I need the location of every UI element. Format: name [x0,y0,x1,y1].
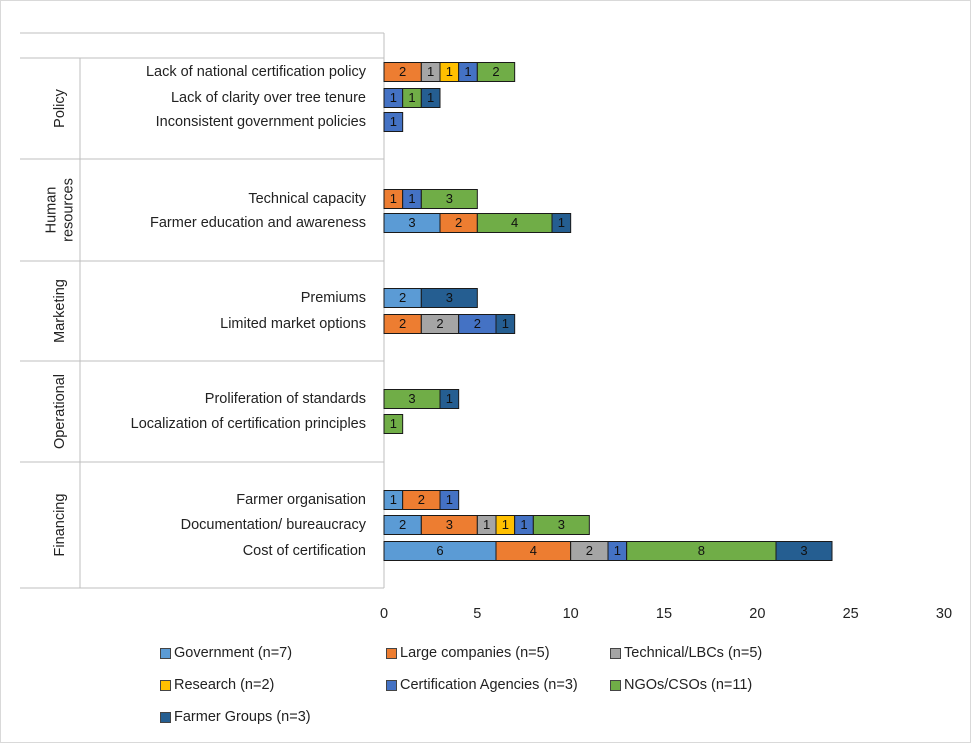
bar-segment-farmer-groups-n-3 [439,389,460,409]
x-tick-label: 20 [749,606,765,622]
bar-value-label: 1 [390,416,397,431]
category-label-cost-of-certification: Cost of certification [243,543,366,559]
group-label-human-resources: resources [60,178,76,242]
group-label-human-resources: Human [43,187,59,234]
bar-value-label: 2 [399,316,406,331]
bar-value-label: 3 [446,191,453,206]
bar-value-label: 3 [446,517,453,532]
bar-value-label: 3 [446,290,453,305]
category-label-inconsistent-government-policies: Inconsistent government policies [156,114,366,130]
category-label-technical-capacity: Technical capacity [248,191,366,207]
bar-value-label: 1 [614,543,621,558]
bar-value-label: 1 [558,215,565,230]
bar-value-label: 1 [390,114,397,129]
bar-value-label: 1 [408,90,415,105]
x-tick-label: 10 [563,606,579,622]
bar-value-label: 1 [427,64,434,79]
x-tick-label: 15 [656,606,672,622]
bar-value-label: 2 [474,316,481,331]
category-label-premiums: Premiums [301,290,366,306]
bar-value-label: 1 [464,64,471,79]
category-label-lack-of-clarity-over-tree-tenure: Lack of clarity over tree tenure [171,90,366,106]
group-label-marketing: Marketing [52,279,68,343]
bar-value-label: 3 [408,391,415,406]
bar-value-label: 2 [399,290,406,305]
group-label-financing: Financing [52,494,68,557]
x-axis: 0 5 10 15 20 25 30 [380,606,952,622]
bar-segment-ngos-csos-n-11 [476,62,516,82]
bar-segment-farmer-groups-n-3 [495,314,516,334]
x-tick-label: 30 [936,606,952,622]
x-tick-label: 0 [380,606,388,622]
bar-segment-certification-agencies-n-3 [383,112,404,132]
bar-value-label: 1 [446,391,453,406]
bar-segment-farmer-groups-n-3 [775,541,833,561]
bar-value-label: 2 [399,64,406,79]
bar-segment-farmer-groups-n-3 [420,288,478,308]
bar-segment-certification-agencies-n-3 [439,490,460,510]
x-tick-label: 25 [843,606,859,622]
bar-value-label: 1 [427,90,434,105]
bar-value-label: 6 [436,543,443,558]
bar-layer: 2 1 1 1 21 1 111 1 33 2 4 12 32 2 2 13 111 2 12 3 1 1 1 36 4 2 1 8 3 [383,62,833,561]
bar-value-label: 2 [492,64,499,79]
bar-value-label: 1 [520,517,527,532]
bar-value-label: 2 [436,316,443,331]
bar-value-label: 3 [408,215,415,230]
category-label-proliferation-of-standards: Proliferation of standards [205,391,366,407]
bar-segment-farmer-groups-n-3 [551,213,572,233]
category-label-localization-of-certification-principles: Localization of certification principles [131,416,366,432]
bar-value-label: 1 [502,517,509,532]
category-label-limited-market-options: Limited market options [220,316,366,332]
bar-segment-ngos-csos-n-11 [420,189,478,209]
bar-value-label: 1 [483,517,490,532]
bar-value-label: 1 [390,90,397,105]
category-label-documentation-bureaucracy: Documentation/ bureaucracy [181,517,367,533]
category-label-lack-of-national-certification-policy: Lack of national certification policy [146,64,367,80]
bar-value-label: 1 [408,191,415,206]
bar-value-label: 2 [399,517,406,532]
bar-value-label: 1 [502,316,509,331]
bar-value-label: 2 [586,543,593,558]
bar-value-label: 8 [698,543,705,558]
category-table: Policy Human resources Marketing Operational… [20,32,385,589]
bar-value-label: 4 [511,215,518,230]
bar-value-label: 2 [418,492,425,507]
bar-value-label: 4 [530,543,537,558]
bar-value-label: 3 [800,543,807,558]
x-tick-label: 5 [473,606,481,622]
group-label-policy: Policy [52,88,68,127]
bar-value-label: 1 [446,64,453,79]
bar-value-label: 1 [390,492,397,507]
category-label-farmer-organisation: Farmer organisation [236,492,366,508]
bar-value-label: 1 [446,492,453,507]
bar-segment-ngos-csos-n-11 [383,414,404,434]
bar-value-label: 3 [558,517,565,532]
bar-segment-farmer-groups-n-3 [420,88,441,108]
bar-value-label: 1 [390,191,397,206]
bar-value-label: 2 [455,215,462,230]
category-label-farmer-education-and-awareness: Farmer education and awareness [150,215,366,231]
bar-segment-ngos-csos-n-11 [532,515,590,535]
group-label-operational: Operational [52,374,68,449]
